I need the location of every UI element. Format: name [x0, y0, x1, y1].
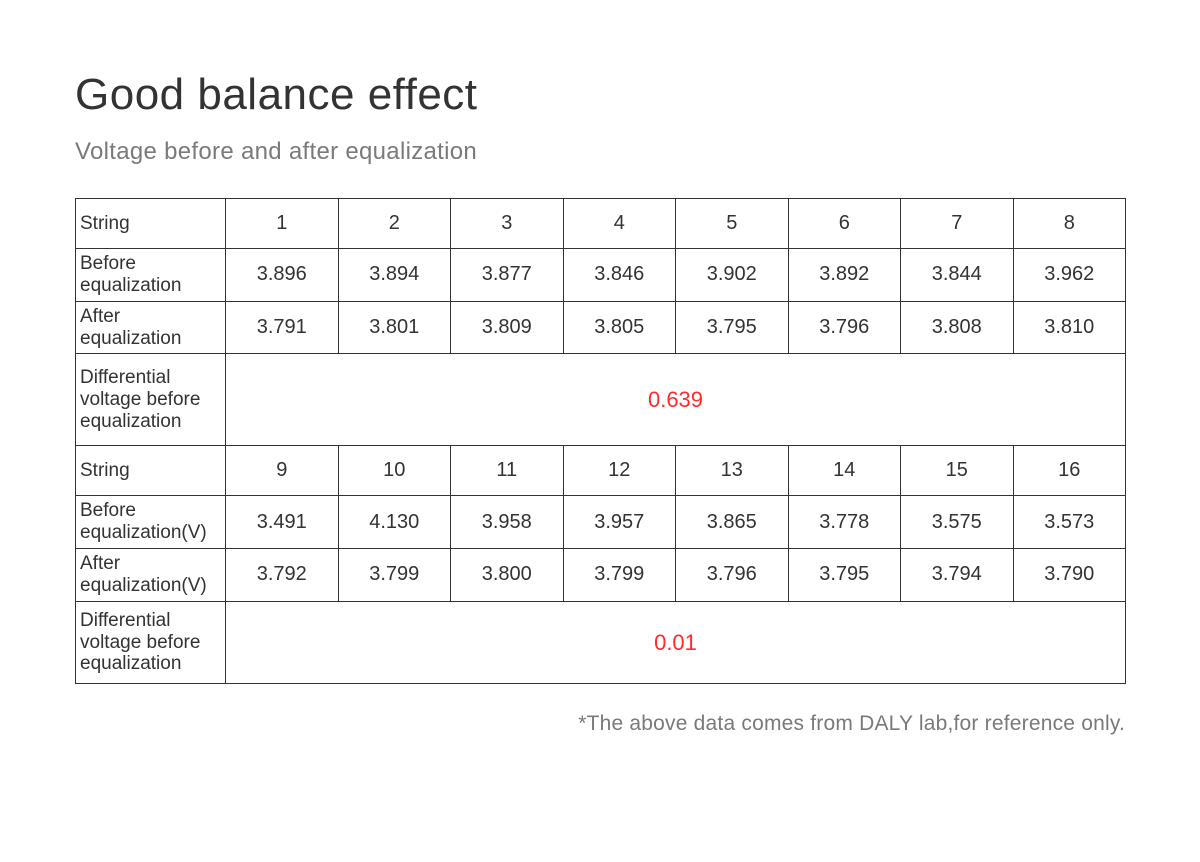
page-title: Good balance effect	[75, 70, 1125, 120]
cell: 1	[226, 199, 339, 249]
cell: 11	[451, 446, 564, 496]
cell: 12	[563, 446, 676, 496]
cell: 3.957	[563, 496, 676, 549]
row-label-diff: Differential voltage before equalization	[76, 354, 226, 446]
cell: 8	[1013, 199, 1126, 249]
cell: 7	[901, 199, 1014, 249]
row-label-diff: Differential voltage before equalization	[76, 601, 226, 684]
cell: 3.805	[563, 301, 676, 354]
cell: 3.801	[338, 301, 451, 354]
cell: 3.809	[451, 301, 564, 354]
cell: 13	[676, 446, 789, 496]
cell: 3.575	[901, 496, 1014, 549]
cell: 3.894	[338, 249, 451, 302]
table-row: String 1 2 3 4 5 6 7 8	[76, 199, 1126, 249]
table-row: String 9 10 11 12 13 14 15 16	[76, 446, 1126, 496]
cell: 3.778	[788, 496, 901, 549]
cell: 3.962	[1013, 249, 1126, 302]
footnote: *The above data comes from DALY lab,for …	[75, 712, 1125, 736]
row-label-after: After equalization	[76, 301, 226, 354]
cell: 3.958	[451, 496, 564, 549]
row-label-after: After equalization(V)	[76, 549, 226, 602]
cell: 3.791	[226, 301, 339, 354]
cell: 6	[788, 199, 901, 249]
cell: 3	[451, 199, 564, 249]
page: Good balance effect Voltage before and a…	[0, 0, 1200, 736]
cell: 3.790	[1013, 549, 1126, 602]
cell: 3.573	[1013, 496, 1126, 549]
cell: 9	[226, 446, 339, 496]
cell: 3.799	[563, 549, 676, 602]
cell: 15	[901, 446, 1014, 496]
cell: 3.795	[676, 301, 789, 354]
row-label-before: Before equalization(V)	[76, 496, 226, 549]
cell: 3.796	[788, 301, 901, 354]
cell: 3.799	[338, 549, 451, 602]
cell: 16	[1013, 446, 1126, 496]
cell: 2	[338, 199, 451, 249]
cell: 3.808	[901, 301, 1014, 354]
cell: 14	[788, 446, 901, 496]
cell: 3.877	[451, 249, 564, 302]
cell: 3.902	[676, 249, 789, 302]
table-row: After equalization 3.791 3.801 3.809 3.8…	[76, 301, 1126, 354]
diff-value-cell: 0.01	[226, 601, 1126, 684]
table-row: After equalization(V) 3.792 3.799 3.800 …	[76, 549, 1126, 602]
cell: 10	[338, 446, 451, 496]
cell: 5	[676, 199, 789, 249]
equalization-table: String 1 2 3 4 5 6 7 8 Before equalizati…	[75, 198, 1126, 684]
cell: 3.846	[563, 249, 676, 302]
table-row: Differential voltage before equalization…	[76, 354, 1126, 446]
cell: 3.810	[1013, 301, 1126, 354]
table-row: Before equalization 3.896 3.894 3.877 3.…	[76, 249, 1126, 302]
cell: 4.130	[338, 496, 451, 549]
row-label-string: String	[76, 446, 226, 496]
cell: 3.896	[226, 249, 339, 302]
cell: 3.865	[676, 496, 789, 549]
cell: 3.892	[788, 249, 901, 302]
table-row: Before equalization(V) 3.491 4.130 3.958…	[76, 496, 1126, 549]
cell: 3.796	[676, 549, 789, 602]
row-label-before: Before equalization	[76, 249, 226, 302]
table-row: Differential voltage before equalization…	[76, 601, 1126, 684]
cell: 3.792	[226, 549, 339, 602]
cell: 3.794	[901, 549, 1014, 602]
cell: 3.800	[451, 549, 564, 602]
cell: 3.844	[901, 249, 1014, 302]
page-subtitle: Voltage before and after equalization	[75, 138, 1125, 166]
row-label-string: String	[76, 199, 226, 249]
cell: 3.491	[226, 496, 339, 549]
cell: 3.795	[788, 549, 901, 602]
diff-value-cell: 0.639	[226, 354, 1126, 446]
cell: 4	[563, 199, 676, 249]
